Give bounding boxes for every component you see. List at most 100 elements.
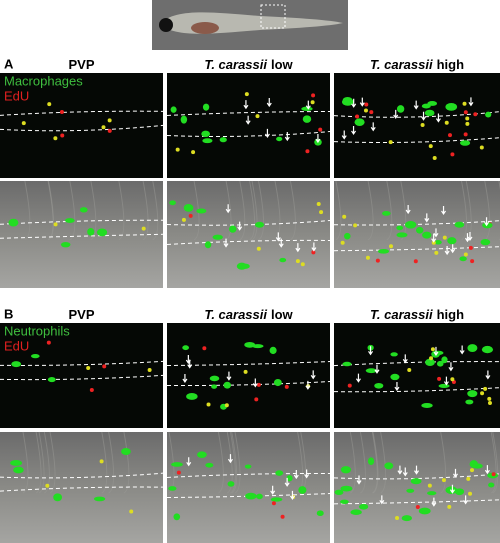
- micrograph: [0, 431, 164, 543]
- cell: [212, 234, 223, 240]
- cell: [168, 486, 177, 491]
- cell: [369, 110, 374, 115]
- cell: [141, 226, 146, 231]
- cell: [334, 489, 344, 495]
- cell: [390, 373, 400, 381]
- cell: [53, 222, 58, 227]
- species: T. carassii: [370, 307, 433, 322]
- arrow: [431, 497, 437, 507]
- cell: [406, 488, 415, 493]
- arrow: [310, 370, 316, 380]
- cell: [487, 396, 492, 401]
- arrow: [484, 465, 490, 475]
- cell: [45, 483, 50, 488]
- micrograph: [0, 323, 164, 428]
- arrow: [405, 204, 411, 215]
- arrow: [252, 378, 258, 388]
- cell: [204, 241, 212, 249]
- texture: [249, 180, 256, 241]
- arrow: [223, 238, 229, 248]
- arrow: [413, 100, 419, 110]
- cell: [223, 381, 232, 389]
- image-bg: [334, 181, 500, 288]
- cell: [147, 367, 152, 372]
- texture: [371, 431, 378, 494]
- species: T. carassii: [204, 57, 267, 72]
- cell: [202, 103, 210, 111]
- arrow: [468, 97, 474, 107]
- cell: [202, 138, 213, 144]
- image-bg: [167, 181, 330, 288]
- texture: [380, 431, 387, 494]
- image-bg: [0, 181, 163, 288]
- cell: [269, 346, 277, 355]
- cell: [46, 340, 51, 345]
- cell: [470, 468, 475, 473]
- cell: [121, 448, 131, 456]
- dose: low: [271, 307, 294, 322]
- cell: [11, 361, 22, 368]
- micrograph: [333, 323, 500, 428]
- cell: [342, 361, 352, 367]
- cell: [311, 93, 316, 98]
- cell: [463, 252, 468, 257]
- cell: [129, 509, 134, 514]
- cell: [319, 210, 324, 215]
- arrow: [421, 111, 427, 121]
- arrow: [459, 345, 465, 355]
- arrow: [275, 232, 281, 242]
- cell: [183, 203, 194, 212]
- arrow: [311, 242, 317, 252]
- column-title: T. carassii low: [204, 307, 293, 322]
- species: T. carassii: [370, 57, 433, 72]
- micrograph: [333, 180, 500, 288]
- arrow: [463, 495, 469, 505]
- cell: [47, 102, 52, 107]
- arrow: [266, 97, 272, 108]
- cell: [344, 232, 351, 240]
- texture: [349, 431, 356, 494]
- cell: [255, 114, 260, 119]
- arrow: [270, 485, 276, 495]
- micrograph: [166, 73, 331, 178]
- cell: [209, 375, 220, 382]
- cell: [280, 514, 285, 519]
- cell: [107, 118, 112, 123]
- cell: [480, 238, 491, 246]
- micrograph: [166, 180, 331, 288]
- cell: [211, 384, 218, 389]
- cell: [245, 492, 257, 500]
- cell: [342, 214, 347, 219]
- image-bg: [334, 323, 500, 428]
- arrow: [452, 468, 458, 478]
- cell: [286, 475, 293, 482]
- cell: [382, 211, 391, 216]
- cell: [316, 510, 324, 517]
- image-bg: [0, 73, 163, 178]
- arrow: [304, 469, 310, 479]
- cell: [465, 121, 470, 126]
- cell: [459, 140, 471, 146]
- cell: [365, 368, 377, 374]
- cell: [445, 102, 458, 111]
- cell: [389, 244, 394, 249]
- micrograph: [0, 180, 164, 288]
- texture: [49, 431, 56, 494]
- legend-entry: Neutrophils: [4, 323, 70, 338]
- cell: [434, 240, 442, 245]
- cell: [53, 493, 63, 502]
- cell: [13, 466, 24, 474]
- arrow: [341, 130, 347, 140]
- cell: [425, 358, 435, 367]
- cell: [404, 221, 417, 229]
- cell: [429, 356, 434, 361]
- species: T. carassii: [204, 307, 267, 322]
- column-title: PVP: [68, 307, 94, 322]
- cell: [87, 228, 95, 236]
- cell: [473, 112, 478, 117]
- arrow: [243, 100, 249, 110]
- cell: [388, 140, 393, 145]
- cell: [205, 462, 214, 468]
- cell: [375, 258, 380, 263]
